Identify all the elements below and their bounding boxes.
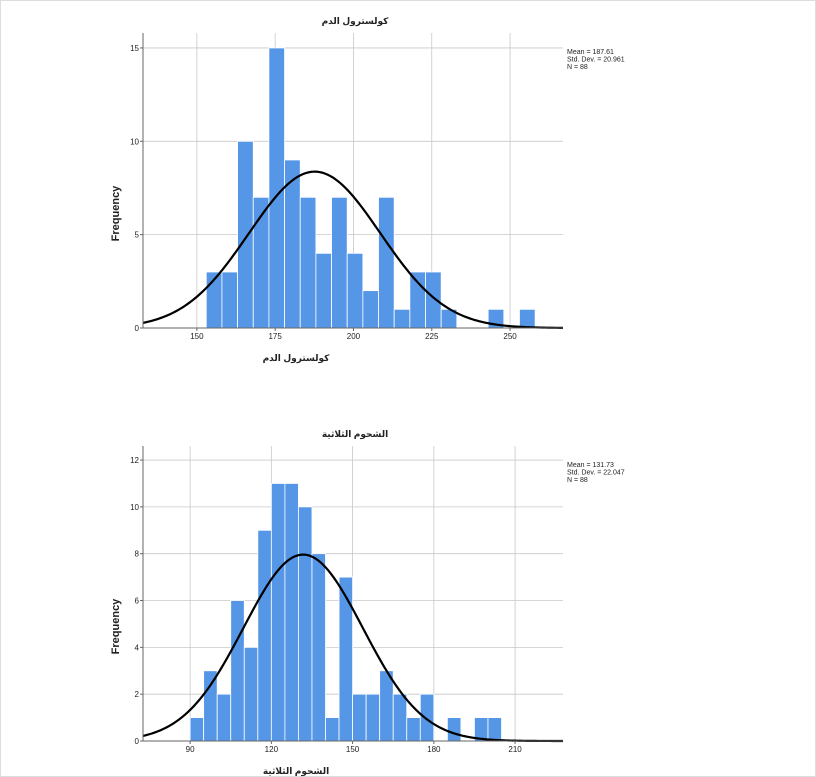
bar: [446, 717, 462, 742]
x-tick-label: 225: [425, 332, 439, 341]
bar: [311, 553, 326, 742]
chart-title: كولسترول الدم: [322, 16, 390, 27]
bar: [519, 308, 536, 329]
bar: [325, 717, 340, 742]
bar: [270, 483, 286, 742]
bar: [299, 196, 317, 329]
bar: [331, 196, 348, 329]
bar: [237, 140, 254, 329]
stat-label: Mean = 131.73: [567, 462, 614, 469]
bar: [257, 529, 272, 742]
stat-label: Std. Dev. = 22.047: [567, 470, 625, 477]
x-tick-label: 150: [346, 745, 360, 754]
y-tick-label: 2: [135, 690, 140, 699]
bar: [243, 646, 259, 742]
bar: [487, 717, 502, 742]
bar: [315, 252, 332, 329]
histogram-chart: 150 175 200 225 250 0 5 10 15 كولسترول الدم كولستر…: [110, 16, 625, 364]
x-tick-label: 150: [190, 332, 204, 341]
bar: [379, 670, 394, 742]
x-tick-label: 175: [268, 332, 282, 341]
x-axis-label: كولسترول الدم: [263, 353, 331, 364]
y-tick-label: 15: [130, 44, 139, 53]
bar: [362, 290, 379, 329]
bar: [346, 252, 364, 329]
y-tick-label: 10: [130, 503, 139, 512]
stat-label: N = 88: [567, 64, 588, 71]
x-axis-label: الشحوم الثلاثية: [263, 766, 329, 777]
x-tick-label: 120: [265, 745, 279, 754]
bar: [221, 271, 238, 329]
x-tick-label: 210: [508, 745, 522, 754]
bar: [393, 308, 411, 329]
bar: [365, 693, 381, 742]
chart-title: الشحوم الثلاثية: [322, 429, 388, 440]
stat-label: Mean = 187.61: [567, 49, 614, 56]
y-axis-label: Frequency: [110, 185, 122, 242]
bar: [406, 717, 421, 742]
y-tick-label: 10: [130, 137, 139, 146]
bar: [216, 693, 232, 742]
x-tick-label: 180: [427, 745, 441, 754]
y-tick-label: 5: [135, 231, 140, 240]
stat-label: N = 88: [567, 477, 588, 484]
bar: [230, 600, 245, 742]
bar: [419, 693, 435, 742]
stat-label: Std. Dev. = 20.961: [567, 57, 625, 64]
bar: [338, 576, 353, 742]
x-tick-label: 250: [503, 332, 517, 341]
normal-curve: [142, 553, 564, 743]
histogram-chart: 90 120 150 180 210 0 2 4 6 8 10 12 الشحوم الثلاثية ال…: [110, 429, 625, 777]
bar: [425, 271, 442, 329]
bar: [352, 693, 367, 742]
y-tick-label: 0: [135, 737, 140, 746]
y-tick-label: 4: [135, 643, 140, 652]
bar: [203, 670, 218, 742]
bar: [268, 47, 285, 329]
x-tick-label: 200: [347, 332, 361, 341]
bar: [409, 271, 426, 329]
bar: [189, 717, 205, 742]
y-tick-label: 0: [135, 324, 140, 333]
x-tick-label: 90: [186, 745, 195, 754]
normal-curve: [142, 170, 564, 329]
bar: [298, 506, 313, 742]
y-tick-label: 8: [135, 550, 140, 559]
y-tick-label: 12: [130, 456, 139, 465]
bar: [378, 196, 395, 329]
y-axis-label: Frequency: [110, 598, 122, 655]
y-tick-label: 6: [135, 597, 140, 606]
bar: [284, 483, 299, 742]
bar: [392, 693, 408, 742]
